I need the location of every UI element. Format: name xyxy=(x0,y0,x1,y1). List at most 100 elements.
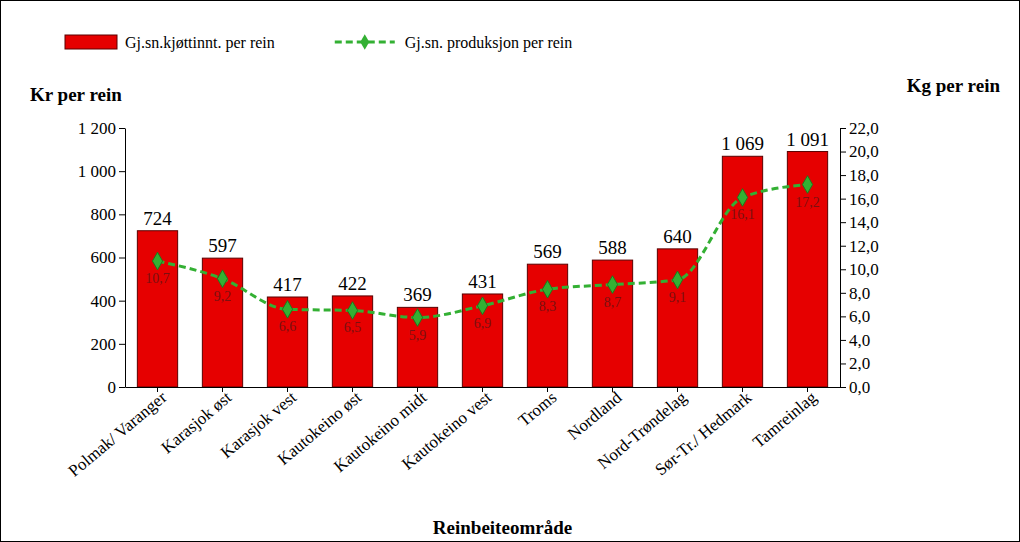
tick-label: Sør-Tr./ Hedmark xyxy=(651,387,755,479)
tick-mark xyxy=(840,387,846,388)
data-labels: 7245974174223694315695886401 0691 09110,… xyxy=(143,129,829,343)
legend-label: Gj.sn.kjøttinnt. per rein xyxy=(125,34,275,52)
data-label: 9,2 xyxy=(214,289,232,304)
tick-label: 8,0 xyxy=(849,284,870,303)
legend-swatch xyxy=(65,35,117,49)
bar xyxy=(527,264,567,387)
data-label: 6,9 xyxy=(474,316,492,331)
tick: 1 200 xyxy=(78,119,125,138)
bar xyxy=(137,231,177,387)
tick: Polmak/ Varanger xyxy=(65,387,171,481)
tick: 10,0 xyxy=(840,260,879,279)
y-axis: 0 200 400 600 800 1 000 1 200 xyxy=(78,119,126,397)
marker xyxy=(737,189,747,207)
tick: Kautokeino vest xyxy=(398,387,495,474)
data-label: 6,5 xyxy=(344,320,362,335)
data-label: 569 xyxy=(533,241,562,262)
tick: 8,0 xyxy=(840,284,870,303)
axis-line xyxy=(840,129,841,388)
tick-mark xyxy=(119,344,125,345)
tick: 800 xyxy=(91,205,126,224)
tick-mark xyxy=(119,128,125,129)
tick: 1 000 xyxy=(78,162,125,181)
marker xyxy=(542,280,552,298)
tick-label: 1 000 xyxy=(78,162,116,181)
data-label: 5,9 xyxy=(409,328,427,343)
tick: 0,0 xyxy=(840,378,870,397)
data-label: 431 xyxy=(468,271,497,292)
tick-label: 800 xyxy=(91,205,117,224)
marker xyxy=(152,252,162,270)
marker xyxy=(672,271,682,289)
tick: Tamreinlag xyxy=(749,387,821,452)
frame xyxy=(1,1,1020,542)
axis-line xyxy=(125,129,126,388)
y-axis-title: Kr per rein xyxy=(30,84,122,105)
data-label: 422 xyxy=(338,273,367,294)
data-label: 597 xyxy=(208,235,237,256)
legend-item: Gj.sn.kjøttinnt. per rein xyxy=(65,34,275,52)
tick-label: 200 xyxy=(91,335,117,354)
tick-label: 0 xyxy=(108,378,117,397)
plot: 0 200 400 600 800 1 000 1 200 0,0 2,0 4,0 6,0 8,0 10… xyxy=(65,119,879,481)
tick: 600 xyxy=(91,248,126,267)
tick: 18,0 xyxy=(840,166,879,185)
tick-mark xyxy=(840,128,846,129)
tick-mark xyxy=(840,222,846,223)
tick: 2,0 xyxy=(840,354,870,373)
data-label: 10,7 xyxy=(145,271,170,286)
x-axis-title: Reinbeiteområde xyxy=(433,517,572,538)
data-label: 17,2 xyxy=(795,195,820,210)
tick-label: 6,0 xyxy=(849,307,870,326)
data-label: 6,6 xyxy=(279,319,297,334)
y2-axis: 0,02,04,06,08,010,012,014,016,018,020,02… xyxy=(840,119,879,397)
tick-label: 20,0 xyxy=(849,142,879,161)
tick: Nordland xyxy=(564,387,626,444)
data-label: 8,3 xyxy=(539,299,557,314)
tick: 200 xyxy=(91,335,126,354)
tick-mark xyxy=(119,387,125,388)
tick: 400 xyxy=(91,292,126,311)
tick-mark xyxy=(840,363,846,364)
bar xyxy=(267,297,307,387)
tick: 6,0 xyxy=(840,307,870,326)
tick-label: 4,0 xyxy=(849,331,870,350)
tick: 12,0 xyxy=(840,237,879,256)
x-axis: Polmak/ VarangerKarasjok østKarasjok ves… xyxy=(65,387,841,481)
data-label: 1 069 xyxy=(721,133,764,154)
marker xyxy=(347,302,357,320)
marker xyxy=(802,176,812,194)
tick-mark xyxy=(119,301,125,302)
tick-label: 16,0 xyxy=(849,190,879,209)
chart: 0 200 400 600 800 1 000 1 200 0,0 2,0 4,0 6,0 8,0 10… xyxy=(0,0,1020,542)
tick-label: 0,0 xyxy=(849,378,870,397)
tick-label: Kautokeino vest xyxy=(398,388,495,474)
tick-label: 12,0 xyxy=(849,237,879,256)
tick-mark xyxy=(840,316,846,317)
tick-mark xyxy=(840,152,846,153)
legend-item: Gj.sn. produksjon per rein xyxy=(335,34,573,52)
tick-label: 10,0 xyxy=(849,260,879,279)
y2-axis-title: Kg per rein xyxy=(907,75,1001,96)
data-label: 16,1 xyxy=(730,207,755,222)
bar xyxy=(397,307,437,387)
tick-label: Nordland xyxy=(564,387,626,443)
tick-mark xyxy=(840,246,846,247)
data-label: 9,1 xyxy=(669,290,687,305)
line xyxy=(158,185,808,318)
tick-mark xyxy=(119,214,125,215)
tick-label: 400 xyxy=(91,292,117,311)
tick-mark xyxy=(840,175,846,176)
tick-mark xyxy=(119,171,125,172)
marker xyxy=(607,276,617,294)
tick-label: Polmak/ Varanger xyxy=(65,388,171,481)
tick: 4,0 xyxy=(840,331,870,350)
data-label: 724 xyxy=(143,208,172,229)
data-label: 369 xyxy=(403,284,432,305)
bar xyxy=(592,260,632,387)
data-label: 640 xyxy=(663,226,692,247)
tick: 20,0 xyxy=(840,142,879,161)
data-label: 588 xyxy=(598,237,627,258)
tick-label: 1 200 xyxy=(78,119,116,138)
tick-mark xyxy=(840,199,846,200)
